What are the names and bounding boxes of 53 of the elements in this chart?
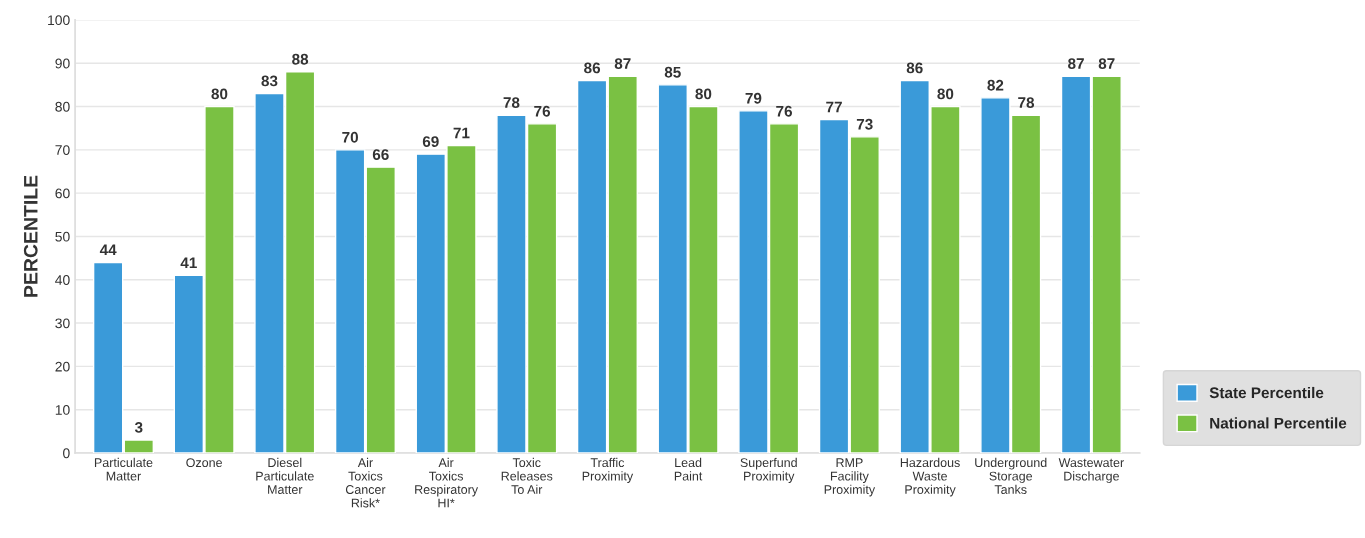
x-tick-label: Particulate Matter	[94, 457, 153, 481]
x-tick-label: Air Toxics Cancer Risk*	[345, 457, 386, 508]
y-tick-label: 10	[55, 405, 70, 415]
data-label: 86	[584, 62, 601, 74]
data-label: 80	[937, 88, 954, 100]
y-tick-label: 30	[55, 318, 70, 329]
legend-label: National Percentile	[1210, 417, 1347, 429]
data-label: 85	[664, 66, 681, 78]
x-tick-label: Air Toxics Respiratory HI*	[415, 457, 479, 508]
data-label: 76	[534, 105, 551, 117]
x-tick-label: Hazardous Waste Proximity	[900, 457, 960, 497]
data-label: 80	[695, 88, 712, 100]
legend-label: State Percentile	[1209, 386, 1324, 399]
data-label: 79	[745, 92, 762, 104]
data-label: 77	[826, 101, 842, 113]
data-label: 71	[453, 127, 470, 139]
y-tick-label: 70	[55, 145, 70, 155]
y-tick-label: 50	[55, 231, 70, 242]
data-label: 87	[1098, 58, 1115, 70]
x-tick-label: Ozone	[186, 458, 222, 468]
data-label: 41	[180, 257, 197, 269]
x-tick-label: Lead Paint	[674, 457, 703, 481]
y-tick-label: 40	[55, 275, 70, 285]
data-label: 3	[134, 422, 143, 433]
data-label: 83	[261, 75, 278, 87]
data-label: 88	[292, 53, 309, 65]
x-tick-label: Toxic Releases To Air	[501, 457, 553, 494]
data-label: 82	[987, 79, 1004, 91]
data-label: 76	[776, 105, 793, 117]
x-tick-label: Superfund Proximity	[740, 457, 797, 483]
data-label: 69	[422, 136, 439, 147]
y-tick-label: 100	[48, 15, 70, 26]
y-tick-label: 60	[55, 188, 70, 199]
y-axis-title: PERCENTILE	[23, 175, 38, 297]
data-label: 78	[1018, 97, 1035, 108]
data-label: 70	[342, 131, 358, 143]
x-tick-label: Diesel Particulate Matter	[256, 457, 314, 494]
x-tick-label: RMP Facility Proximity	[824, 458, 876, 497]
y-tick-label: 80	[55, 101, 70, 112]
data-label: 78	[503, 97, 520, 108]
data-label: 87	[1068, 58, 1084, 70]
x-tick-label: Traffic Proximity	[582, 457, 634, 483]
x-tick-label: Wastewater Discharge	[1058, 458, 1124, 483]
data-label: 87	[614, 58, 631, 70]
y-tick-label: 90	[55, 58, 70, 69]
data-label: 66	[372, 149, 389, 160]
y-tick-label: 20	[55, 361, 70, 372]
data-label: 73	[856, 118, 873, 130]
data-label: 86	[906, 62, 923, 74]
data-label: 80	[211, 88, 228, 100]
x-tick-label: Underground Storage Tanks	[975, 457, 1047, 494]
data-label: 44	[99, 244, 117, 256]
y-tick-label: 0	[63, 448, 70, 459]
